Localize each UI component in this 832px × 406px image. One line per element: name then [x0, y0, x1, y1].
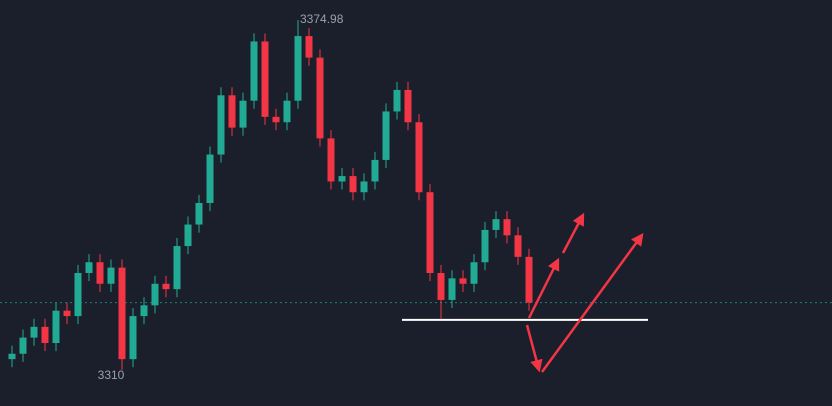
candle-body: [481, 229, 489, 263]
candle-body: [404, 89, 412, 123]
candle-body: [195, 203, 203, 225]
candle-body: [206, 154, 214, 203]
candle-body: [129, 316, 137, 360]
candle-body: [272, 116, 280, 123]
candle-body: [327, 138, 335, 182]
candle-body: [360, 181, 368, 193]
candle-body: [525, 256, 533, 303]
candle-body: [250, 41, 258, 101]
candle-body: [371, 159, 379, 182]
candle-body: [426, 192, 434, 273]
candle-body: [415, 122, 423, 193]
arrow: [540, 232, 644, 373]
high-label: 3374.98: [300, 12, 344, 26]
candle-body: [338, 176, 346, 182]
candle-body: [52, 310, 60, 343]
candle-body: [184, 224, 192, 247]
candle-body: [503, 219, 511, 236]
candle-body: [349, 176, 357, 193]
candle-body: [63, 310, 71, 317]
candle-body: [217, 95, 225, 155]
candle-body: [173, 246, 181, 290]
candle-body: [393, 89, 401, 112]
candle-body: [492, 219, 500, 230]
candle-body: [437, 273, 445, 300]
candle-body: [294, 36, 302, 101]
candle-body: [30, 326, 38, 338]
candle-body: [305, 36, 313, 58]
arrow: [527, 257, 560, 319]
candle-body: [41, 326, 49, 343]
low-label: 3310: [98, 368, 125, 382]
candle-body: [448, 278, 456, 300]
candle-body: [261, 41, 269, 117]
candle-body: [228, 95, 236, 128]
candle-body: [283, 100, 291, 123]
candle-body: [470, 262, 478, 284]
candle-body: [151, 283, 159, 306]
candle-body: [8, 353, 16, 360]
candle-body: [140, 305, 148, 317]
candle-body: [316, 57, 324, 139]
candle-body: [107, 267, 115, 284]
candle-body: [459, 278, 467, 284]
candle-body: [514, 235, 522, 257]
candle-body: [74, 273, 82, 317]
candle-body: [118, 267, 126, 360]
candle-body: [382, 111, 390, 160]
candle-body: [85, 262, 93, 273]
candle-body: [96, 262, 104, 284]
candle-body: [239, 100, 247, 128]
candle-body: [19, 337, 27, 354]
annotation-arrows: [525, 212, 644, 373]
arrow: [561, 212, 585, 254]
candle-body: [162, 283, 170, 290]
arrow: [525, 324, 543, 373]
